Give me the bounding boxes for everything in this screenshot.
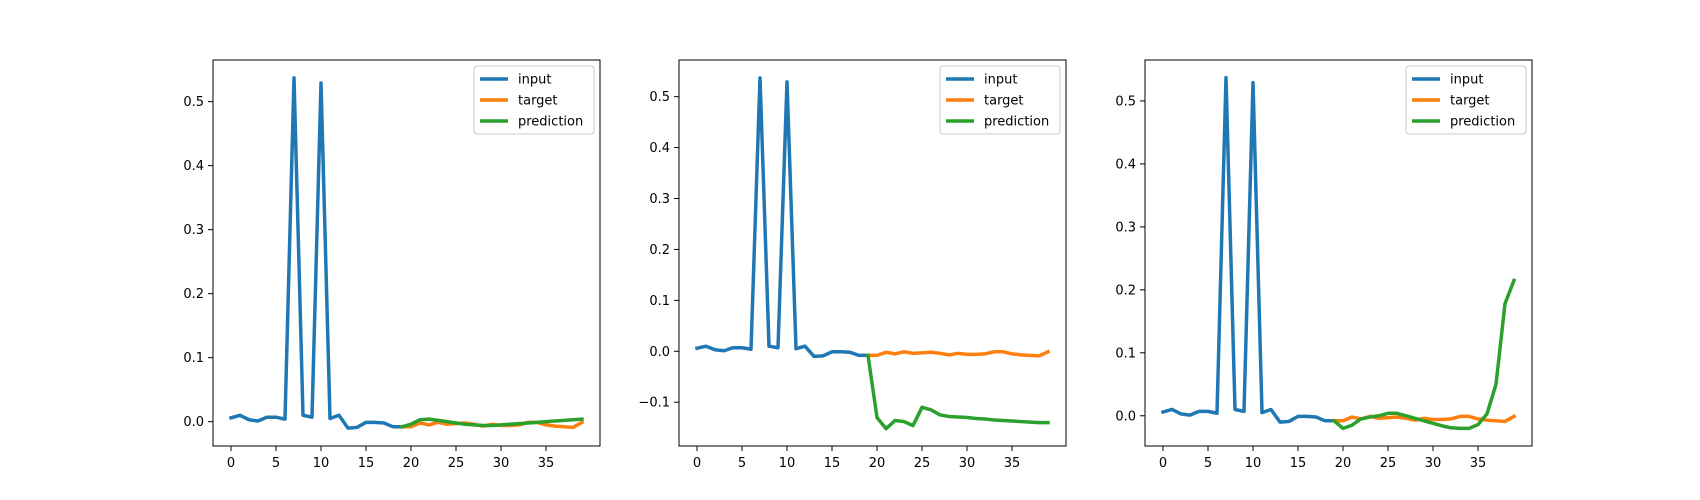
legend-label-prediction: prediction (1450, 115, 1515, 130)
legend-label-input: input (518, 73, 551, 88)
series-group (228, 76, 585, 430)
x-tick-label: 15 (1290, 456, 1307, 471)
subplot-3: 0 5 10 15 20 25 30 35 0.0 0.1 0.2 0.3 0.4 0.5 input tar… (1115, 59, 1533, 471)
legend-label-target: target (518, 94, 558, 109)
y-tick-label: 0.3 (649, 192, 670, 207)
series-line-prediction (399, 417, 584, 429)
legend-label-prediction: prediction (984, 115, 1049, 130)
y-tick-label: 0.1 (1115, 346, 1136, 361)
series-line-input (1160, 75, 1336, 424)
x-tick-label: 20 (1335, 456, 1352, 471)
legend-label-input: input (984, 73, 1017, 88)
x-tick-label: 5 (1204, 456, 1212, 471)
y-tick-label: 0.2 (649, 243, 670, 258)
x-tick-label: 30 (493, 456, 510, 471)
y-tick-label: 0.5 (1115, 94, 1136, 109)
x-tick-label: 25 (1380, 456, 1397, 471)
series-group (1160, 75, 1517, 431)
x-tick-label: 25 (448, 456, 465, 471)
legend-label-target: target (984, 94, 1024, 109)
y-tick-label: 0.2 (183, 287, 204, 302)
x-tick-label: 25 (914, 456, 931, 471)
x-tick-label: 20 (869, 456, 886, 471)
series-line-input (694, 76, 870, 359)
series-line-prediction (866, 353, 1050, 431)
y-tick-label: 0.3 (1115, 220, 1136, 235)
legend-frame (1405, 65, 1527, 135)
subplot-2: 0 5 10 15 20 25 30 35 −0.1 0.0 0.1 0.2 0.3 0.4 0.5 inpu… (638, 59, 1067, 471)
subplot-1: 0 5 10 15 20 25 30 35 0.0 0.1 0.2 0.3 0.4 0.5 input tar… (183, 59, 601, 471)
legend-frame (939, 65, 1061, 135)
x-tick-label: 35 (1470, 456, 1487, 471)
axes-frame (1144, 59, 1533, 447)
x-tick-label: 10 (313, 456, 330, 471)
series-line-target (866, 349, 1051, 358)
y-tick-label: 0.2 (1115, 283, 1136, 298)
x-tick-label: 35 (538, 456, 555, 471)
x-tick-label: 30 (959, 456, 976, 471)
axes-frame (678, 59, 1067, 447)
legend-frame (473, 65, 595, 135)
y-tick-label: 0.0 (649, 345, 670, 360)
y-tick-label: 0.1 (183, 351, 204, 366)
axes-frame (212, 59, 601, 447)
legend: input target prediction (473, 65, 595, 135)
y-tick-label: 0.4 (649, 141, 670, 156)
y-tick-label: 0.3 (183, 223, 204, 238)
series-line-prediction (1331, 278, 1517, 431)
x-tick-label: 0 (693, 456, 701, 471)
legend-label-target: target (1450, 94, 1490, 109)
x-tick-label: 10 (1245, 456, 1262, 471)
legend: input target prediction (1405, 65, 1527, 135)
legend-label-input: input (1450, 73, 1483, 88)
series-line-input (228, 76, 404, 430)
legend: input target prediction (939, 65, 1061, 135)
legend-label-prediction: prediction (518, 115, 583, 130)
y-tick-label: 0.5 (649, 90, 670, 105)
series-group (694, 76, 1051, 431)
y-tick-label: 0.4 (183, 159, 204, 174)
y-tick-label: 0.0 (1115, 409, 1136, 424)
x-tick-label: 20 (403, 456, 420, 471)
y-tick-label: −0.1 (638, 396, 670, 411)
x-tick-label: 0 (1159, 456, 1167, 471)
y-tick-label: 0.5 (183, 95, 204, 110)
y-tick-label: 0.0 (183, 415, 204, 430)
x-tick-label: 35 (1004, 456, 1021, 471)
y-tick-label: 0.4 (1115, 157, 1136, 172)
x-tick-label: 5 (272, 456, 280, 471)
x-tick-label: 15 (824, 456, 841, 471)
x-tick-label: 30 (1425, 456, 1442, 471)
y-tick-label: 0.1 (649, 294, 670, 309)
x-tick-label: 10 (779, 456, 796, 471)
x-tick-label: 0 (227, 456, 235, 471)
x-tick-label: 5 (738, 456, 746, 471)
x-tick-label: 15 (358, 456, 375, 471)
